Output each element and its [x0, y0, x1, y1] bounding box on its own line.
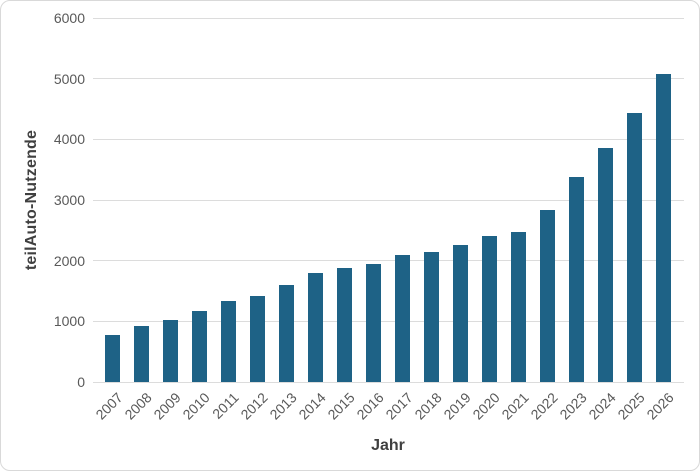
y-tick-label: 0 [77, 374, 85, 390]
x-tick-label-2015: 2015 [324, 389, 358, 423]
y-tick-label: 5000 [53, 70, 85, 87]
x-tick-label-2011: 2011 [209, 389, 242, 422]
y-tick-label: 2000 [53, 252, 85, 269]
bar-2012 [249, 296, 265, 382]
x-tick-label-2018: 2018 [411, 389, 445, 423]
bar-2007 [104, 335, 120, 382]
gridline-6000 [93, 17, 684, 19]
bar-2017 [394, 254, 410, 382]
x-tick-label-2008: 2008 [121, 389, 155, 423]
bar-2009 [162, 320, 178, 382]
gridline-2000 [93, 260, 684, 262]
x-tick-label-2024: 2024 [585, 389, 619, 423]
bar-2021 [510, 232, 526, 382]
bar-2024 [597, 147, 613, 382]
x-tick-label-2012: 2012 [237, 389, 271, 423]
y-tick-label: 6000 [53, 10, 85, 26]
gridline-0 [93, 381, 684, 383]
x-tick-label-2017: 2017 [382, 389, 416, 423]
bar-2016 [365, 263, 381, 382]
x-tick-label-2007: 2007 [92, 389, 126, 423]
bar-2008 [133, 325, 149, 382]
x-tick-label-2022: 2022 [527, 389, 561, 423]
plot-area [93, 17, 684, 383]
x-tick-label-2023: 2023 [556, 389, 590, 423]
x-axis-title: Jahr [371, 437, 405, 454]
gridline-1000 [93, 320, 684, 322]
bar-2022 [539, 209, 555, 382]
bar-2023 [568, 176, 584, 382]
x-tick-label-2026: 2026 [643, 389, 677, 423]
x-tick-label-2016: 2016 [353, 389, 387, 423]
x-tick-label-2019: 2019 [440, 389, 474, 423]
gridline-3000 [93, 199, 684, 201]
bar-2026 [655, 73, 671, 382]
x-tick-label-2014: 2014 [295, 389, 329, 423]
y-tick-label: 4000 [53, 131, 85, 148]
bar-2019 [452, 244, 468, 382]
x-tick-label-2025: 2025 [614, 389, 648, 423]
bar-2018 [423, 252, 439, 382]
y-tick-label: 3000 [53, 192, 85, 208]
bar-2010 [191, 310, 207, 382]
y-tick-label: 1000 [53, 313, 85, 330]
gridline-5000 [93, 78, 684, 80]
x-tick-label-2020: 2020 [469, 389, 503, 423]
bar-2011 [220, 301, 236, 382]
x-tick-label-2021: 2021 [498, 389, 532, 423]
x-tick-label-2013: 2013 [266, 389, 300, 423]
bar-2020 [481, 235, 497, 382]
bar-2015 [336, 267, 352, 382]
x-tick-label-2010: 2010 [179, 389, 213, 423]
bar-2014 [307, 272, 323, 382]
gridline-4000 [93, 138, 684, 140]
x-tick-label-2009: 2009 [150, 389, 184, 423]
bar-2025 [626, 112, 642, 382]
bar-2013 [278, 284, 294, 382]
